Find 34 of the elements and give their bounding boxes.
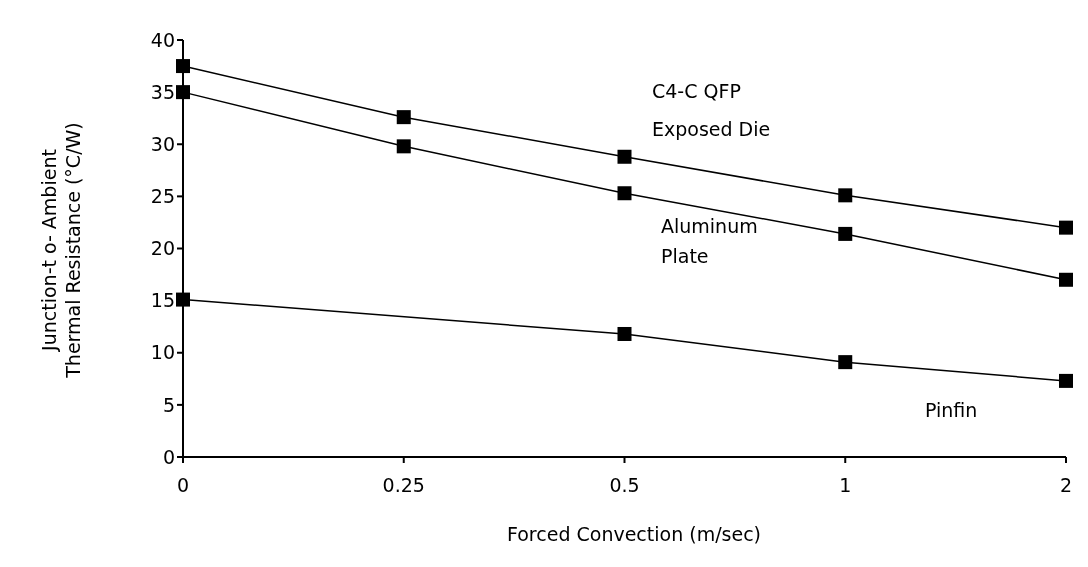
point bbox=[617, 149, 632, 164]
point bbox=[838, 355, 853, 370]
y-tick-label: 35 bbox=[150, 80, 175, 103]
series-label: Pinfin bbox=[925, 398, 979, 423]
x-tick-label: 0.5 bbox=[609, 474, 640, 497]
x-tick-label: 2 bbox=[1059, 474, 1073, 497]
point bbox=[617, 326, 632, 341]
y-axis-title: Junction-t o- Ambient Thermal Resistance (°C/W) bbox=[38, 122, 84, 379]
point bbox=[1059, 220, 1073, 235]
point bbox=[838, 226, 853, 241]
series-label: Exposed Die bbox=[652, 117, 772, 142]
y-tick-label: 30 bbox=[150, 132, 175, 155]
point bbox=[838, 188, 853, 203]
y-tick-label: 0 bbox=[162, 445, 175, 468]
x-axis-title: Forced Convection (m/sec) bbox=[506, 523, 762, 545]
point bbox=[396, 139, 411, 154]
y-tick-label: 5 bbox=[162, 393, 175, 416]
y-tick-label: 10 bbox=[150, 341, 175, 364]
point bbox=[396, 110, 411, 125]
y-tick-label: 25 bbox=[150, 185, 175, 208]
y-tick-label: 15 bbox=[150, 289, 175, 312]
x-tick-label: 0.25 bbox=[382, 474, 425, 497]
series-label: Aluminum Plate bbox=[661, 214, 759, 269]
x-tick-label: 0 bbox=[176, 474, 190, 497]
point bbox=[176, 292, 190, 307]
annotation: C4-C QFP bbox=[652, 80, 741, 102]
x-tick-label: 1 bbox=[839, 474, 852, 497]
point bbox=[617, 186, 632, 201]
y-tick-label: 20 bbox=[150, 237, 175, 260]
y-tick-label: 40 bbox=[150, 28, 175, 51]
point bbox=[1059, 272, 1073, 287]
point bbox=[176, 59, 190, 74]
point bbox=[1059, 373, 1073, 388]
point bbox=[176, 85, 190, 100]
